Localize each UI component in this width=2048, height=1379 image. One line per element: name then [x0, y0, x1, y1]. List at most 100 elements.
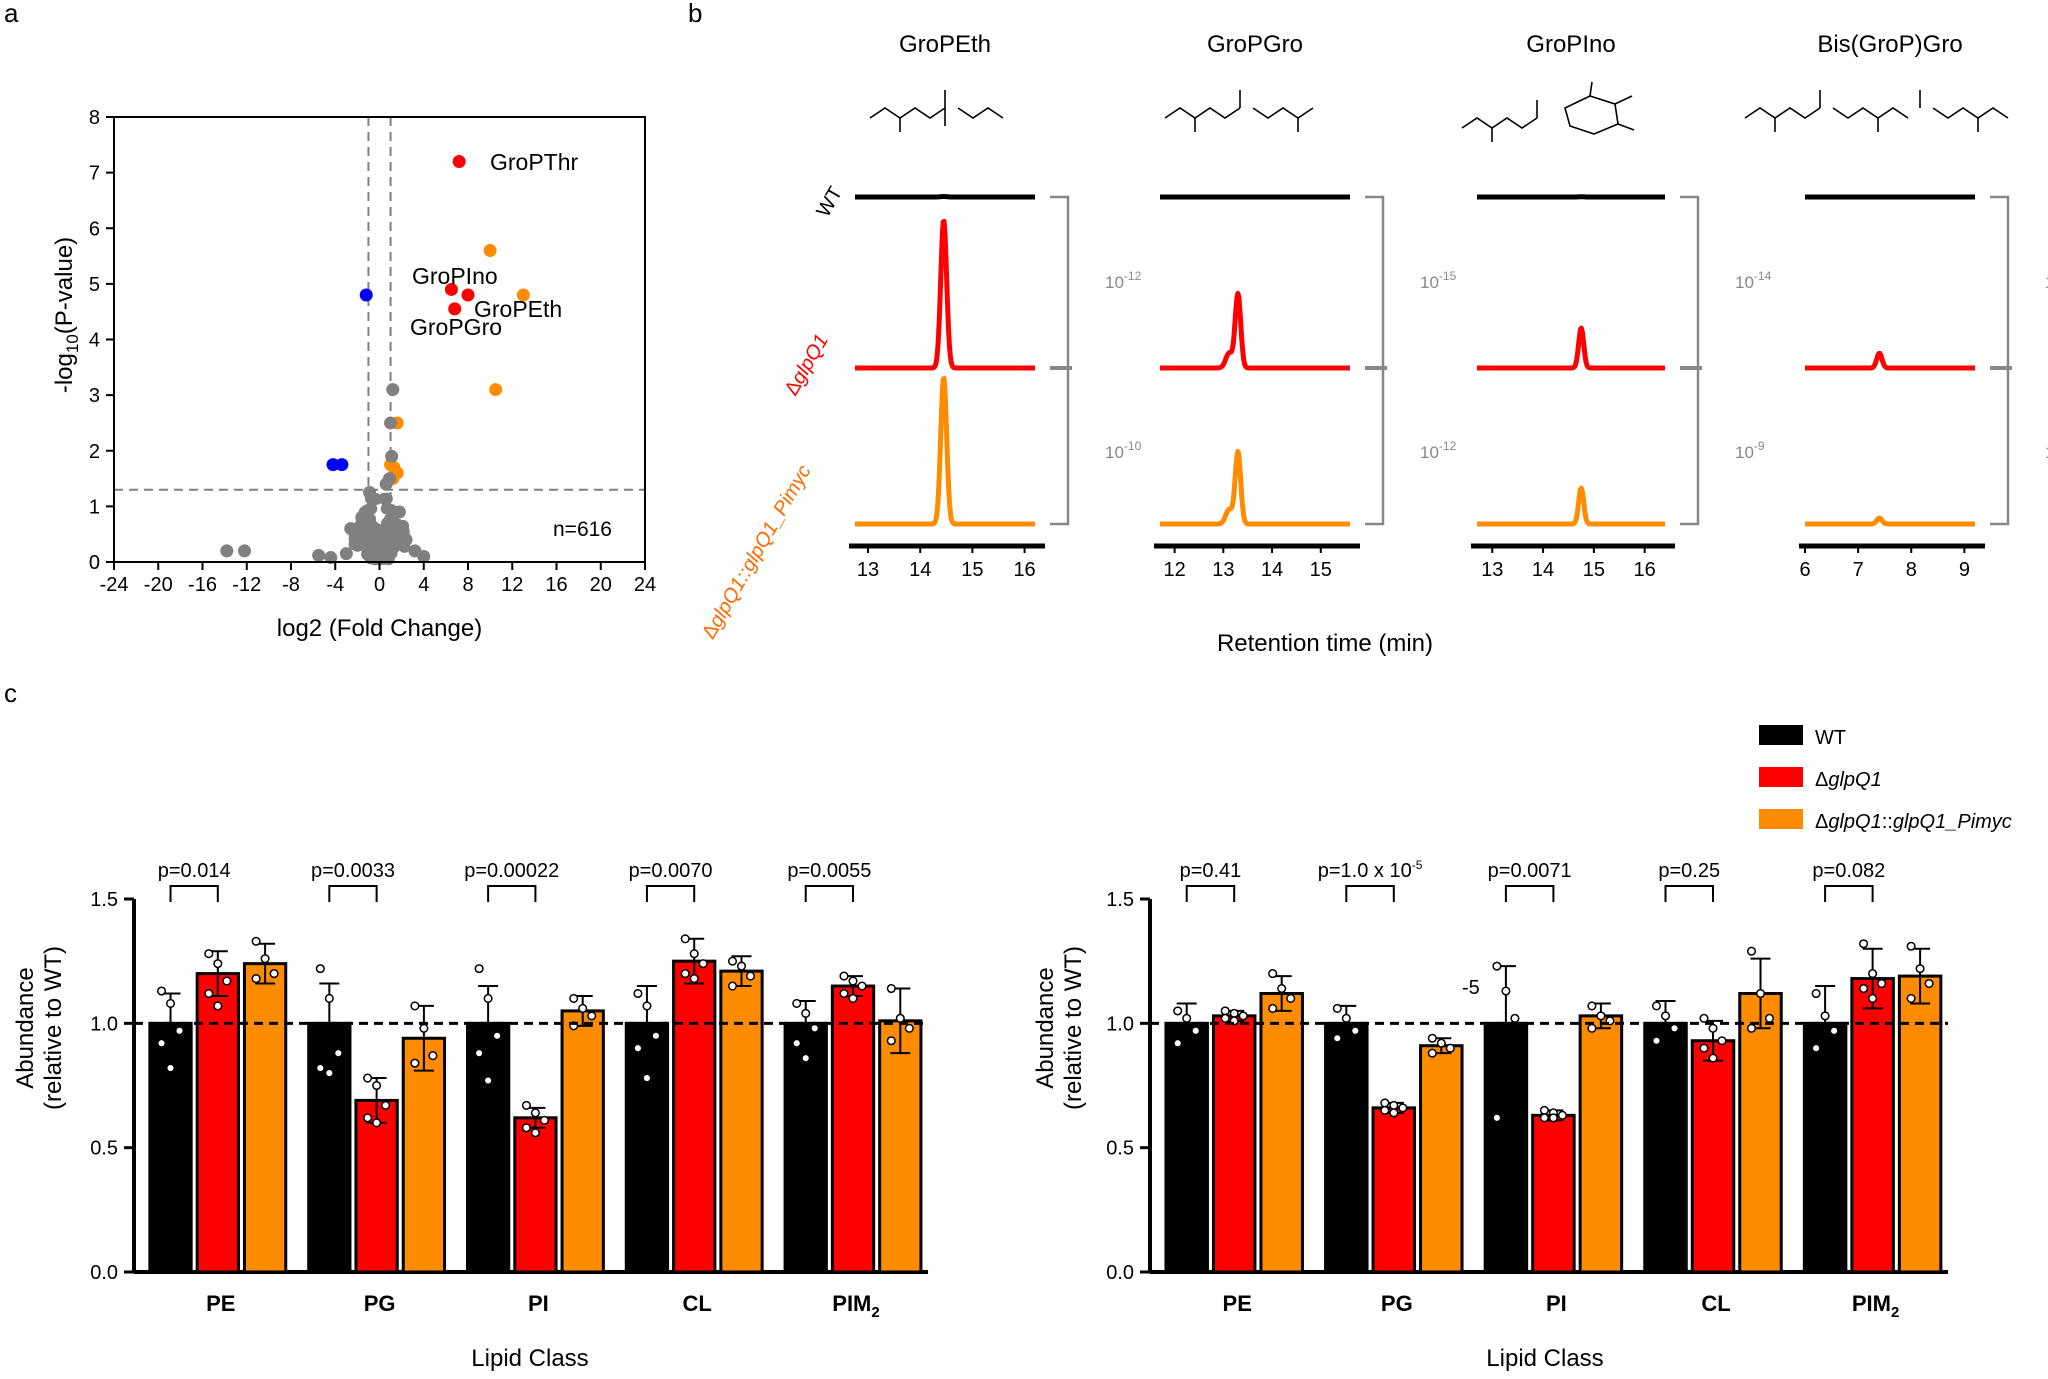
chrom-scale-top-3: 10-9: [2045, 269, 2048, 292]
datapoint-2-1-1-0: [363, 1073, 373, 1083]
chrom-xtick-label-3-0: 6: [1799, 559, 1810, 581]
volcano-xtick-label-12: 24: [634, 574, 656, 596]
datapoint-2-0-2-1: [260, 954, 270, 964]
datapoint-3-3-1-4: [1708, 1053, 1718, 1063]
datapoint-2-2-1-4: [530, 1128, 540, 1138]
datapoint-2-3-0-0: [633, 988, 643, 999]
volcano-point-0-1: [444, 282, 458, 296]
category-label-3-0: PE: [1223, 1291, 1252, 1316]
datapoint-2-1-0-1: [324, 993, 334, 1004]
chrom-trace-wt-0: [853, 194, 1037, 200]
volcano-ytick-label-8: 8: [89, 107, 100, 129]
legend-comp-gene: glpQ1: [1828, 811, 1881, 833]
datapoint-2-4-0-3: [792, 1038, 802, 1048]
datapoint-2-1-0-2: [333, 1048, 343, 1058]
chrom-xtick-label-0-3: 16: [1013, 559, 1035, 581]
chrom-trace-ko-1: [1158, 290, 1352, 371]
datapoint-2-4-1-2: [857, 981, 867, 991]
pvalue-bracket-3-3: [1664, 885, 1715, 902]
chrom-scale-bottom-exp-1: -12: [1439, 439, 1457, 453]
volcano-ylabel-base: -log: [51, 353, 78, 393]
category-label-2-3: CL: [683, 1291, 712, 1316]
chrom-xtick-label-2-3: 16: [1634, 559, 1656, 581]
chrom-xtick-label-0-1: 14: [909, 559, 931, 581]
trace-label-ko-gene: glpQ1: [787, 331, 833, 388]
bar-right-xlabel: Lipid Class: [1486, 1345, 1603, 1372]
pvalue-bracket-2-2: [487, 885, 537, 902]
datapoint-2-0-1-0: [204, 949, 214, 959]
datapoint-3-3-0-1: [1660, 1011, 1671, 1021]
volcano-ytick-label-3: 3: [89, 385, 100, 407]
chrom-title-2: GroPIno: [1526, 31, 1615, 58]
datapoint-3-2-1-0: [1539, 1105, 1549, 1115]
legend-comp-prefix: Δ: [1815, 811, 1828, 833]
datapoint-2-3-1-2: [698, 959, 708, 969]
datapoint-3-3-1-2: [1717, 1036, 1727, 1046]
datapoint-2-2-1-1: [530, 1108, 540, 1118]
datapoint-3-2-1-2: [1557, 1110, 1567, 1120]
datapoint-3-3-2-3: [1746, 1023, 1757, 1033]
legend-label-wt: WT: [1815, 727, 1846, 749]
datapoint-3-4-1-4: [1868, 993, 1878, 1004]
datapoint-3-1-2-0: [1427, 1033, 1437, 1043]
chrom-scale-top-0: 10-12: [1105, 269, 1142, 292]
legend-wt-text: WT: [1815, 727, 1846, 749]
bar-2-2-2: [560, 1009, 605, 1274]
datapoint-3-2-0-0: [1492, 961, 1502, 971]
pvalue-bracket-2-4: [804, 885, 855, 902]
volcano-xtick-label-7: 4: [418, 574, 429, 596]
panel-label-c: c: [4, 678, 17, 708]
datapoint-3-1-2-2: [1445, 1043, 1455, 1053]
chrom-scale-bottom-base-1: 10: [1420, 443, 1439, 462]
datapoint-2-4-1-4: [848, 993, 858, 1004]
pvalue-base-3-4: p=0.082: [1812, 860, 1885, 882]
volcano-cluster-point-156: [356, 531, 369, 544]
volcano-cluster-point-158: [361, 514, 374, 527]
category-label-sub-2-4: 2: [871, 1304, 879, 1321]
volcano-point-1-0: [483, 244, 497, 257]
datapoint-2-3-1-0: [680, 934, 690, 944]
datapoint-2-1-2-3: [410, 1058, 420, 1068]
datapoint-2-0-1-1: [213, 959, 223, 969]
bar-left-ylabel-2: (relative to WT): [40, 946, 67, 1110]
datapoint-2-3-1-4: [689, 974, 699, 984]
volcano-point-3-0: [386, 383, 400, 397]
pvalue-bracket-3-2: [1504, 885, 1555, 902]
datapoint-2-4-0-4: [801, 1053, 811, 1063]
bar-2-3-0: [624, 1021, 670, 1274]
datapoint-2-1-0-0: [315, 964, 325, 974]
datapoint-3-2-0-3: [1492, 1113, 1502, 1123]
datapoint-3-3-0-2: [1669, 1023, 1680, 1033]
volcano-point-3-2: [385, 449, 399, 463]
volcano-point-0-2: [461, 288, 475, 302]
chrom-scale-top-base-3: 10: [2045, 273, 2048, 292]
category-label-2-4: PIM2: [832, 1291, 879, 1321]
volcano-point-1-2: [489, 383, 503, 397]
pvalue-label-3-4: p=0.082: [1812, 860, 1885, 882]
datapoint-2-3-0-1: [642, 1001, 652, 1011]
datapoint-3-0-2-2: [1286, 993, 1296, 1004]
volcano-cluster-point-66: [380, 492, 393, 505]
chrom-scale-top-exp-2: -14: [1754, 269, 1772, 283]
chrom-trace-comp-0: [853, 375, 1037, 527]
datapoint-3-2-2-1: [1596, 1011, 1606, 1021]
volcano-point-label-2: GroPEth: [474, 296, 562, 322]
volcano-cluster-point-149: [397, 519, 410, 532]
datapoint-2-0-1-3: [204, 988, 214, 999]
datapoint-3-4-2-0: [1906, 941, 1916, 951]
datapoint-2-1-1-2: [381, 1100, 391, 1110]
legend-label-ko: ΔglpQ1: [1815, 769, 1882, 791]
bar-2-0-2: [242, 962, 288, 1274]
datapoint-2-3-0-3: [633, 1043, 643, 1053]
bar-ytick-label-2-0: 0.0: [90, 1262, 118, 1284]
pvalue-label-3-1: p=1.0 x 10-5: [1318, 858, 1423, 882]
datapoint-3-4-2-2: [1924, 978, 1934, 989]
datapoint-2-3-1-1: [689, 949, 699, 959]
pvalue-bracket-2-0: [169, 885, 219, 902]
volcano-point-3-6: [220, 544, 234, 558]
bar-3-3-2: [1738, 991, 1783, 1274]
datapoint-3-1-1-3: [1380, 1105, 1390, 1115]
datapoint-2-2-2-2: [587, 1011, 597, 1021]
datapoint-2-4-2-2: [904, 1023, 914, 1033]
legend-comp-sep: ::: [1882, 811, 1893, 833]
